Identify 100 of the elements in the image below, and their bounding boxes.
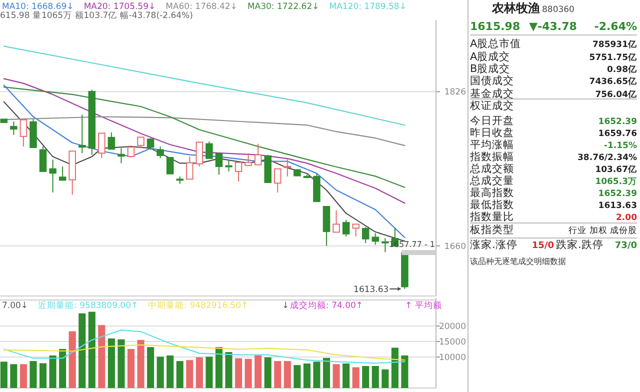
annotation: 1657.77 - 1	[388, 240, 435, 250]
text: 1613.63	[598, 201, 638, 211]
text: 最低指数	[470, 199, 514, 211]
candlestick	[215, 153, 223, 176]
candlestick	[284, 158, 292, 177]
text: 跌家.跌停	[556, 238, 604, 251]
annotation: 成交均额: 74.00↑	[290, 300, 364, 311]
bar	[98, 325, 106, 388]
candlestick	[234, 162, 242, 182]
bar	[147, 347, 154, 388]
bar	[137, 340, 144, 388]
text: 7436.65亿	[589, 76, 638, 87]
candlestick	[98, 132, 106, 159]
bar	[196, 357, 203, 388]
candlestick	[332, 210, 340, 233]
candlestick	[58, 166, 66, 181]
bar	[254, 355, 262, 388]
text: 该品种无逐笔成交明细数据	[470, 257, 566, 266]
candlestick	[146, 138, 154, 150]
bar	[382, 369, 389, 388]
text: 1615.98	[470, 20, 520, 33]
y-tick-label: 1660	[444, 242, 466, 252]
bar	[352, 367, 360, 388]
candlestick	[118, 148, 125, 164]
bar	[166, 355, 174, 388]
bar	[284, 361, 291, 388]
text: 73/0	[614, 241, 637, 251]
text: 总成交量	[469, 174, 514, 187]
bar	[88, 312, 96, 388]
bar	[39, 363, 47, 388]
text: 1659.76	[598, 129, 638, 139]
text: 总成交额	[469, 162, 514, 175]
text: 0.98亿	[607, 64, 638, 75]
candlestick	[10, 120, 18, 136]
text: 基金成交	[470, 87, 514, 100]
candlestick	[78, 114, 86, 154]
text: 指数振幅	[469, 151, 514, 163]
text: A股总市值	[470, 37, 522, 50]
text: 行业 加权 成份股	[568, 225, 637, 236]
line-series	[3, 78, 406, 204]
bar	[274, 361, 282, 388]
text: 15/0	[532, 241, 554, 251]
text: MA10: 1668.69↓	[2, 2, 74, 12]
text: 38.76/2.34%	[578, 153, 638, 163]
bar	[215, 347, 222, 388]
bar	[186, 360, 194, 388]
candlestick	[196, 142, 204, 168]
bar	[225, 352, 232, 388]
bar	[156, 356, 164, 388]
text: 756.04亿	[595, 89, 638, 100]
text: MA120: 1789.58↓	[329, 2, 406, 12]
text: MA60: 1768.42↓	[166, 2, 238, 12]
y-tick-label: 20000	[438, 322, 466, 332]
text: 板指类型	[469, 223, 514, 236]
candlestick	[206, 140, 213, 159]
text: 涨家.涨停	[470, 238, 518, 251]
candlestick	[166, 157, 174, 174]
bar	[0, 362, 8, 388]
text: -2.64%	[594, 20, 637, 33]
text: 1652.39	[598, 117, 638, 127]
line-series	[3, 46, 406, 126]
text: 昨日收盘	[470, 127, 514, 139]
candlestick	[39, 146, 47, 172]
text: 农林牧渔	[491, 1, 540, 15]
text: 国债成交	[470, 74, 514, 87]
bar	[118, 339, 125, 388]
text: 880360	[542, 5, 574, 15]
candlestick	[137, 136, 144, 149]
candlestick	[352, 224, 360, 237]
bar	[68, 331, 76, 388]
text: A股成交	[470, 50, 510, 63]
text: 103.67亿	[595, 164, 638, 175]
y-tick-label: 15000	[438, 338, 466, 348]
text: 1065.3万	[595, 177, 637, 187]
candlestick	[244, 152, 252, 166]
candlestick	[156, 146, 164, 159]
text: 5751.75亿	[589, 52, 638, 63]
candlestick	[372, 232, 380, 246]
bar	[332, 364, 340, 388]
annotation: ↑ 平均额	[405, 300, 442, 311]
bar	[342, 364, 350, 388]
bar	[176, 361, 184, 388]
text: -1.15%	[604, 141, 638, 151]
bar	[322, 358, 330, 388]
candlestick	[254, 143, 262, 166]
bar	[401, 355, 408, 388]
chart-subtitle: 615.98 量1065万 额103.7亿 幅-43.78(-2.64%)	[0, 10, 193, 21]
text: 指数量比	[469, 210, 514, 223]
bar	[10, 364, 18, 388]
text: 今日开盘	[470, 115, 514, 127]
candlestick	[274, 168, 282, 194]
bar	[372, 366, 379, 388]
annotation: 7.00↓	[2, 301, 28, 311]
line-series	[3, 344, 406, 361]
bar	[294, 365, 301, 388]
y-tick-label: 1826	[444, 88, 466, 98]
bar	[362, 366, 370, 388]
candlestick	[362, 226, 370, 244]
candlestick	[108, 132, 116, 150]
bar	[303, 364, 310, 388]
